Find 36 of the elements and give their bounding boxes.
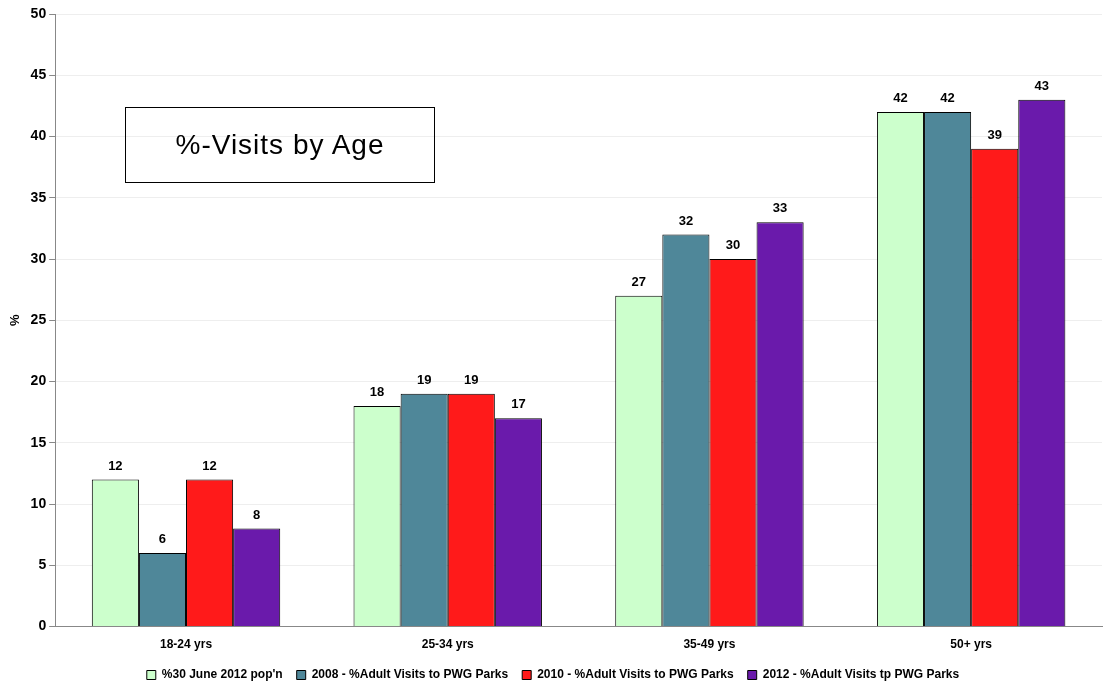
y-tick-label: 10 [30, 494, 47, 511]
data-label: 43 [1034, 77, 1050, 93]
legend-label: 2010 - %Adult Visits to PWG Parks [537, 667, 735, 682]
data-label: 8 [253, 506, 261, 522]
data-label: 19 [416, 371, 432, 387]
y-tick-label: 25 [30, 311, 47, 328]
x-tick-label: 35-49 yrs [683, 637, 736, 652]
y-tick-label: 15 [30, 433, 47, 450]
y-tick-label: 45 [30, 66, 47, 83]
data-label: 12 [202, 457, 217, 473]
legend-label: 2008 - %Adult Visits to PWG Parks [311, 667, 509, 682]
data-label: 18 [369, 384, 385, 400]
data-label: 6 [158, 531, 167, 547]
data-label: 30 [725, 237, 741, 253]
y-tick-label: 20 [30, 372, 47, 389]
data-label: 42 [940, 90, 955, 106]
x-tick-label: 18-24 yrs [160, 637, 213, 652]
data-label: 33 [772, 200, 788, 216]
data-label: 17 [511, 396, 526, 412]
data-label: 19 [464, 371, 479, 387]
x-tick-label: 50+ yrs [950, 637, 993, 652]
legend-label: 2012 - %Adult Visits tp PWG Parks [762, 667, 960, 682]
y-tick-label: 40 [30, 127, 47, 144]
data-label: 27 [631, 273, 647, 289]
data-label: 42 [893, 90, 908, 106]
data-label: 39 [987, 126, 1002, 142]
x-tick-label: 25-34 yrs [421, 637, 475, 652]
y-tick-label: 5 [38, 556, 47, 573]
y-tick-label: 35 [30, 188, 47, 205]
y-tick-label: 50 [30, 4, 47, 21]
data-label: 32 [678, 212, 694, 228]
y-axis-title: % [7, 314, 23, 327]
y-tick-label: 0 [38, 617, 47, 634]
y-tick-label: 30 [30, 249, 47, 266]
data-label: 12 [108, 457, 123, 473]
legend-label: %30 June 2012 pop'n [161, 667, 283, 682]
